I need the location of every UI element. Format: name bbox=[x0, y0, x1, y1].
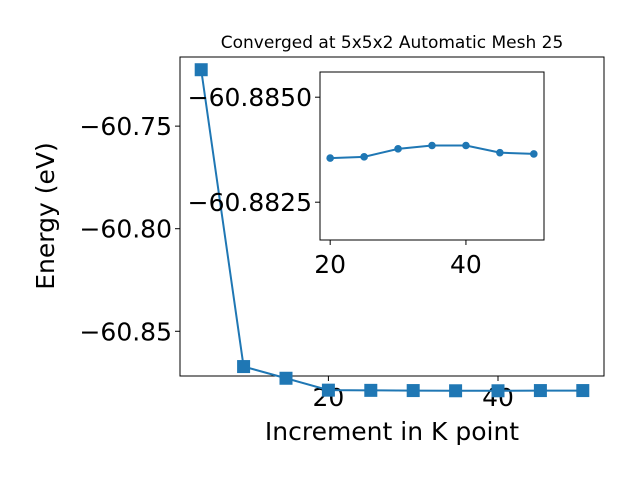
main-series bbox=[194, 63, 590, 398]
y-axis-label: Energy (eV) bbox=[31, 142, 60, 289]
inset-x-tick-label: 20 bbox=[314, 250, 346, 279]
inset-y-ticks: −60.8850 −60.8825 bbox=[188, 83, 320, 217]
main-y-tick-label: −60.75 bbox=[79, 112, 172, 141]
inset-background bbox=[320, 72, 544, 240]
inset-x-ticks: 20 40 bbox=[314, 240, 482, 279]
main-data-point bbox=[237, 360, 251, 374]
inset-series bbox=[326, 141, 538, 162]
main-y-tick-label: −60.85 bbox=[79, 317, 172, 346]
main-data-point bbox=[194, 63, 208, 77]
main-y-ticks: −60.75 −60.80 −60.85 bbox=[79, 112, 180, 346]
inset-data-point bbox=[394, 145, 402, 153]
x-axis-label: Increment in K point bbox=[265, 417, 519, 446]
inset-plot-frame bbox=[319, 71, 545, 241]
main-data-point bbox=[406, 384, 420, 398]
inset-chart: 20 40 −60.8850−60.8825 bbox=[188, 71, 545, 279]
chart-title: Converged at 5x5x2 Automatic Mesh 25 bbox=[221, 33, 564, 53]
inset-data-point bbox=[360, 153, 368, 161]
inset-data-point bbox=[326, 154, 334, 162]
main-data-point bbox=[491, 384, 505, 398]
main-series-line bbox=[200, 69, 583, 392]
inset-data-point bbox=[530, 150, 538, 158]
main-y-tick-label: −60.80 bbox=[79, 215, 172, 244]
main-plot-frame bbox=[179, 56, 605, 377]
inset-x-tick-label: 40 bbox=[450, 250, 482, 279]
main-data-point bbox=[449, 384, 463, 398]
inset-y-tick-label: −60.8850 bbox=[188, 83, 312, 112]
inset-data-point bbox=[462, 141, 470, 150]
inset-data-point bbox=[428, 141, 436, 150]
inset-data-point bbox=[496, 148, 504, 157]
main-data-point bbox=[321, 383, 335, 397]
main-chart: Converged at 5x5x2 Automatic Mesh 25 Inc… bbox=[31, 33, 605, 446]
main-data-point bbox=[576, 384, 590, 398]
main-data-point bbox=[279, 371, 293, 385]
main-data-point bbox=[364, 383, 378, 397]
inset-y-tick-label: −60.8825 bbox=[188, 188, 312, 217]
main-data-point bbox=[533, 384, 547, 398]
